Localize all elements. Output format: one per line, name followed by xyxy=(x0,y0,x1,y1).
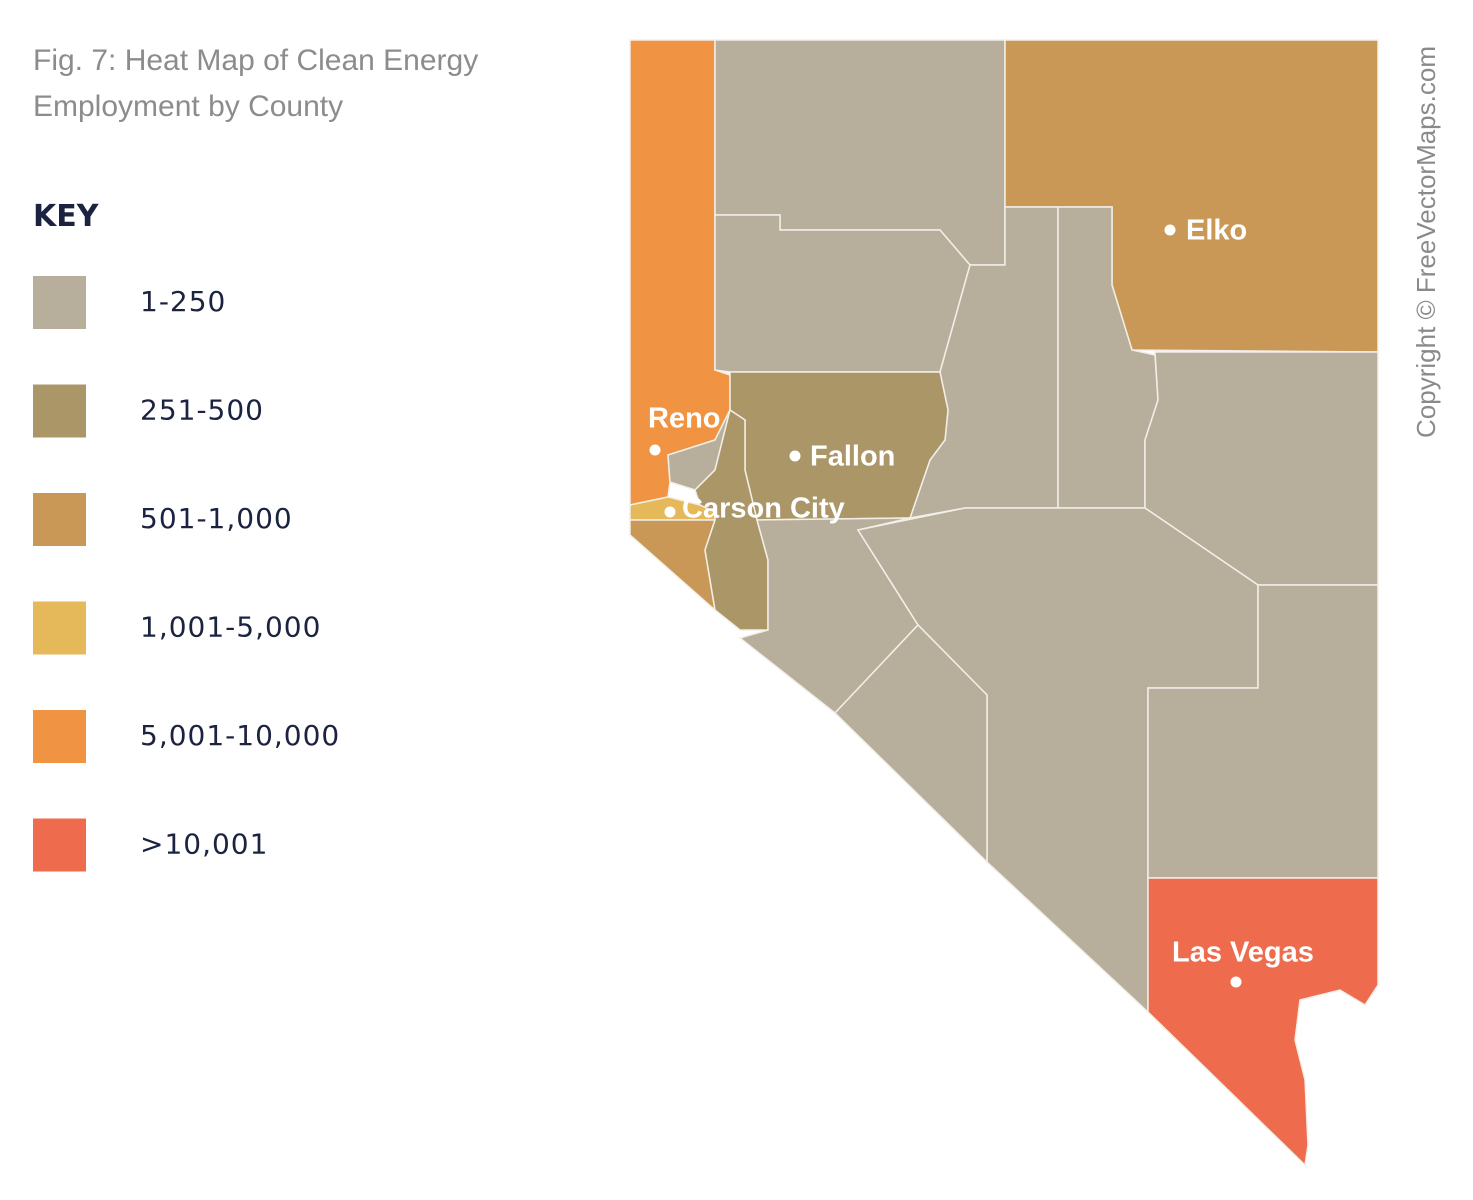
title-line: Fig. 7: Heat Map of Clean Energy xyxy=(33,44,478,77)
key-swatch xyxy=(33,493,86,546)
key-label: 251-500 xyxy=(140,394,264,427)
city-label: Las Vegas xyxy=(1172,937,1314,969)
city-dot xyxy=(1164,224,1176,236)
county xyxy=(629,519,717,612)
city-dot xyxy=(789,450,801,462)
city-label: Elko xyxy=(1186,215,1247,247)
key-label: 501-1,000 xyxy=(140,502,293,535)
copyright: Copyright © FreeVectorMaps.com xyxy=(1411,46,1441,438)
county-map xyxy=(629,39,1379,1167)
title-line: Employment by County xyxy=(33,90,343,123)
city-label: Carson City xyxy=(682,493,845,525)
key-swatch xyxy=(33,276,86,329)
city-dot xyxy=(1230,976,1242,988)
key-swatch xyxy=(33,601,86,655)
county xyxy=(833,623,988,864)
key-label: 1,001-5,000 xyxy=(140,611,321,644)
city-dot xyxy=(649,444,661,456)
city-dot xyxy=(664,506,676,518)
county xyxy=(1147,877,1379,1167)
key-swatch xyxy=(33,710,86,763)
key-swatch xyxy=(33,818,86,872)
key-title: KEY xyxy=(33,199,100,234)
key-label: 5,001-10,000 xyxy=(140,719,340,752)
city-label: Reno xyxy=(648,403,721,435)
county xyxy=(714,214,971,373)
key-label: >10,001 xyxy=(140,828,268,861)
city-label: Fallon xyxy=(810,441,895,473)
key-swatch xyxy=(33,384,86,438)
key-label: 1-250 xyxy=(140,285,226,318)
